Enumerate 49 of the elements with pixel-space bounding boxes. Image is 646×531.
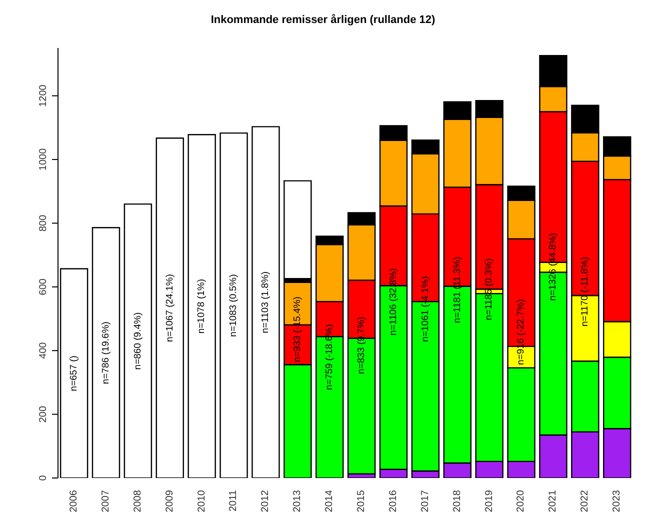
x-tick-label: 2007 [100,490,112,512]
y-tick-label: 800 [38,214,49,232]
x-tick-label: 2022 [580,490,591,512]
total-label: n=1067 (24.1%) [164,274,176,342]
x-tick-label: 2013 [292,490,304,512]
bar [124,203,152,478]
x-tick-label: 2023 [612,490,623,512]
chart-title: Inkommande remisser årligen (rullande 12) [210,14,436,26]
x-tick-label: 2012 [260,490,272,512]
x-tick-label: 2009 [164,490,176,512]
total-label: n=1106 (32.8%) [388,268,399,336]
y-tick-label: 0 [38,474,49,481]
bar [252,126,280,478]
total-label: n=1326 (44.8%) [548,232,559,301]
x-tick-label: 2010 [196,490,208,512]
x-tick-label: 2019 [484,490,495,512]
x-tick-label: 2014 [324,490,336,512]
x-tick-label: 2011 [228,490,240,512]
y-tick-label: 200 [38,406,49,423]
total-label: n=933 (-15.4%) [292,296,304,362]
total-label: n=1078 (1%) [196,278,208,334]
total-label: n=759 (-18.6%) [324,324,336,390]
total-label: n=860 (9.4%) [132,312,144,370]
total-label: n=1185 (0.3%) [484,258,495,320]
x-tick-label: 2017 [420,490,431,512]
total-label: n=657 () [68,356,80,392]
x-tick-label: 2008 [132,490,144,512]
x-tick-label: 2021 [548,490,559,512]
y-tick-label: 1200 [38,84,49,107]
total-label: n=1170 (-11.8%) [580,256,591,326]
x-tick-label: 2006 [68,490,80,512]
total-label: n=1061 (-4.1%) [420,276,431,342]
bar [92,227,120,478]
x-tick-label: 2015 [356,490,367,512]
y-tick-label: 1000 [38,148,49,171]
bar [284,180,312,280]
x-tick-label: 2020 [516,490,527,512]
bar [220,132,248,478]
total-label: n=1103 (1.8%) [260,271,272,334]
total-label: n=833 (9.7%) [356,316,367,374]
bar [156,138,184,478]
y-tick-label: 400 [38,342,49,359]
total-label: n=1181 (11.3%) [452,256,463,324]
x-tick-label: 2016 [388,490,399,512]
total-label: n=786 (19.6%) [100,322,112,384]
y-tick-label: 600 [38,278,49,296]
bar [188,134,216,478]
total-label: n=1083 (0.5%) [228,274,240,337]
x-tick-label: 2018 [452,490,463,512]
